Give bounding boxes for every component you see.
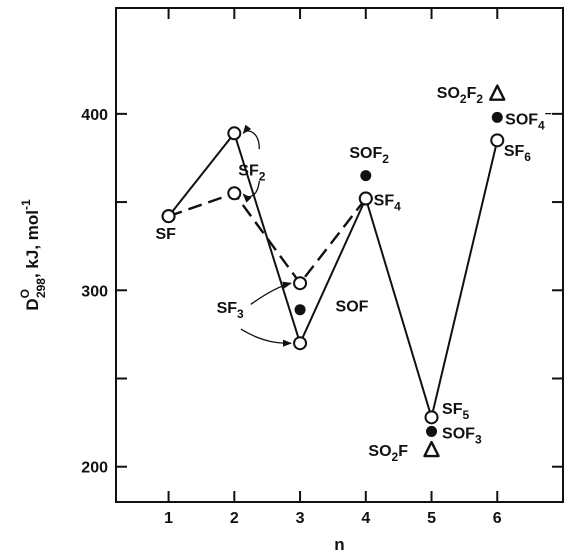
tick-marks: [116, 8, 563, 502]
y-label-part: D: [23, 298, 42, 310]
label-part: SF: [155, 226, 176, 243]
label-part: SOF: [442, 425, 475, 442]
open-circle-point: [227, 126, 242, 141]
label-part: SO: [437, 85, 460, 102]
y-tick-label: 300: [81, 283, 108, 300]
open-circle-point: [161, 209, 176, 224]
label-so2f: SO2F: [368, 443, 408, 464]
label-part: F: [467, 85, 477, 102]
open-circle-point: [424, 410, 439, 425]
label-sf6: SF6: [504, 143, 531, 164]
label-part: 5: [463, 408, 470, 422]
open-circle-point: [490, 133, 505, 148]
x-axis-label: n: [334, 535, 344, 554]
open-circle-point: [358, 191, 373, 206]
label-part: SF: [504, 143, 525, 160]
label-part: 4: [394, 200, 401, 214]
label-sf4: SF4: [374, 193, 401, 214]
x-tick-label: 5: [427, 510, 436, 527]
label-part: SO: [368, 443, 391, 460]
x-tick-label: 6: [493, 510, 502, 527]
label-sof3: SOF3: [442, 425, 482, 446]
label-sf3: SF3: [217, 300, 244, 321]
label-part: SOF: [349, 145, 382, 162]
filled-circle-point: [491, 111, 503, 123]
y-tick-label: 400: [81, 107, 108, 124]
label-part: SF: [238, 163, 259, 180]
open-circle-point: [293, 336, 308, 351]
filled-circle-point: [294, 304, 306, 316]
label-part: SF: [374, 193, 395, 210]
solid-series-line: [167, 132, 499, 419]
label-part: 2: [460, 92, 467, 106]
y-axis-label: DO 298, kJ, mol-1: [18, 199, 48, 311]
x-tick-labels: 1 2 3 4 5 6: [164, 510, 502, 527]
series-lines: [167, 132, 499, 419]
label-sof4m: SOF4−: [505, 106, 552, 132]
x-tick-label: 2: [230, 510, 239, 527]
label-part: 2: [476, 92, 483, 106]
y-label-part: , kJ, mol: [23, 210, 42, 278]
arrow-sf3-upper: [250, 281, 292, 305]
label-sf5: SF5: [442, 401, 469, 422]
data-markers: [161, 84, 506, 458]
label-part: 4: [538, 118, 545, 132]
label-part: −: [545, 106, 552, 120]
label-sof2: SOF2: [349, 145, 389, 166]
label-part: 3: [475, 432, 482, 446]
y-tick-labels: 200 300 400: [81, 107, 108, 477]
plot-frame: [115, 7, 564, 503]
label-part: SOF: [505, 111, 538, 128]
x-tick-label: 4: [361, 510, 370, 527]
label-so2f2: SO2F2: [437, 85, 484, 106]
arrow-sf3-lower: [240, 328, 292, 347]
open-circle-point: [227, 186, 242, 201]
arrow-sf2-upper: [242, 124, 260, 150]
x-tick-label: 3: [296, 510, 305, 527]
label-part: 6: [524, 150, 531, 164]
label-part: SF: [217, 300, 238, 317]
open-circle-point: [293, 276, 308, 291]
label-part: SOF: [336, 298, 369, 315]
filled-circle-point: [426, 425, 438, 437]
axes: [115, 7, 564, 503]
open-triangle-point: [489, 84, 506, 101]
label-part: 3: [237, 307, 244, 321]
y-label-part: -1: [19, 199, 33, 210]
label-part: 2: [382, 152, 389, 166]
label-part: F: [398, 443, 408, 460]
label-part: 2: [392, 450, 399, 464]
open-triangle-point: [423, 440, 440, 458]
label-part: SF: [442, 401, 463, 418]
label-sf2: SF2: [238, 163, 265, 184]
y-label-part: 298: [34, 278, 48, 298]
filled-circle-point: [360, 170, 372, 182]
dashed-series-line: [168, 192, 367, 285]
label-sof: SOF: [336, 298, 369, 315]
label-part: 2: [259, 170, 266, 184]
arrow-sf2-lower: [242, 180, 260, 203]
label-sf: SF: [155, 226, 176, 243]
y-tick-label: 200: [81, 460, 108, 477]
y-label-part: O: [18, 289, 32, 298]
annotation-arrows: [240, 124, 292, 347]
x-tick-label: 1: [164, 510, 173, 527]
